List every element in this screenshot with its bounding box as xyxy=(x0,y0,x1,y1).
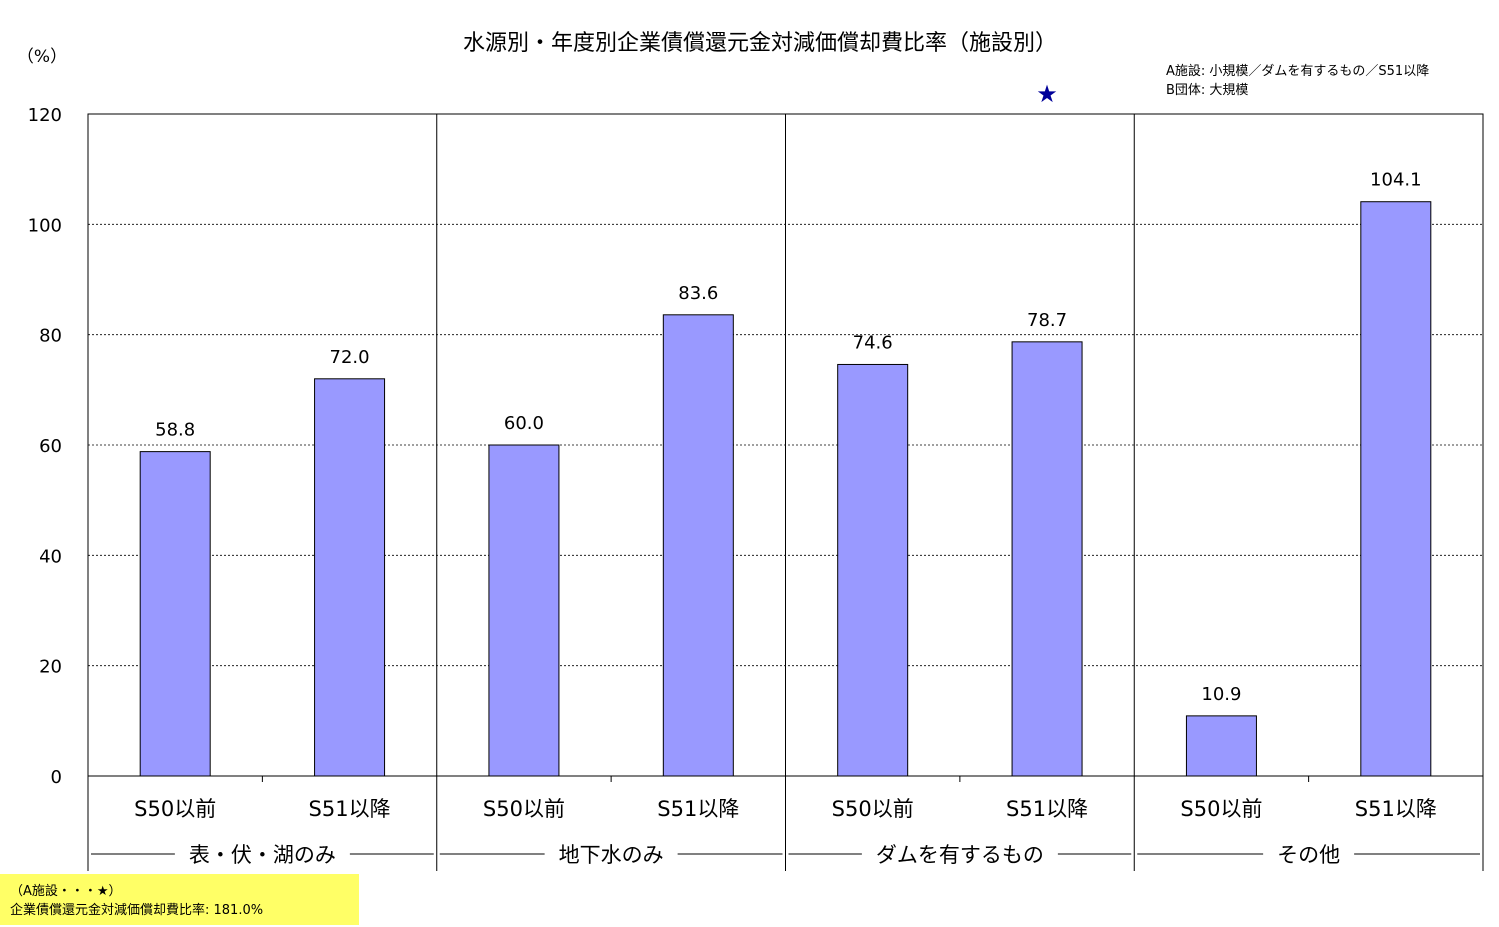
y-tick-label: 80 xyxy=(39,326,62,347)
x-tick-label: S51以降 xyxy=(657,797,739,821)
group-label: その他 xyxy=(1277,843,1340,867)
y-axis-unit-label: （%） xyxy=(17,47,67,67)
annotation-note: （A施設・・・★） 企業債償還元金対減価償却費比率: 181.0% xyxy=(0,874,359,925)
group-label: 地下水のみ xyxy=(559,843,664,867)
labels: 0 20 40 60 80 100 120 58.8 S50以前 72.0 S51以降表・伏・湖のみ… xyxy=(28,80,1437,867)
bar xyxy=(662,314,734,777)
bar xyxy=(1185,715,1257,777)
bar xyxy=(314,378,386,777)
x-tick-label: S50以前 xyxy=(832,797,914,821)
data-label: 60.0 xyxy=(504,413,544,434)
y-tick-label: 100 xyxy=(28,215,62,236)
legend-note-b: B団体: 大規模 xyxy=(1166,83,1248,98)
bar xyxy=(1360,201,1432,777)
y-tick-label: 0 xyxy=(51,767,62,788)
bar xyxy=(837,363,909,777)
chart-title: 水源別・年度別企業債償還元金対減価償却費比率（施設別） xyxy=(463,31,1057,56)
x-tick-label: S51以降 xyxy=(309,797,391,821)
data-label: 83.6 xyxy=(678,283,718,304)
axes xyxy=(87,113,1484,871)
group-label: ダムを有するもの xyxy=(876,843,1044,867)
data-label: 74.6 xyxy=(853,332,893,353)
data-label: 10.9 xyxy=(1201,684,1241,705)
y-tick-label: 120 xyxy=(28,105,62,126)
annotation-note-line1: （A施設・・・★） xyxy=(10,884,122,899)
y-tick-label: 60 xyxy=(39,436,62,457)
x-tick-label: S50以前 xyxy=(1180,797,1262,821)
x-tick-label: S50以前 xyxy=(134,797,216,821)
x-tick-label: S51以降 xyxy=(1355,797,1437,821)
y-tick-label: 20 xyxy=(39,657,62,678)
group-label: 表・伏・湖のみ xyxy=(189,843,336,867)
data-label: 78.7 xyxy=(1027,310,1067,331)
x-tick-label: S51以降 xyxy=(1006,797,1088,821)
y-tick-label: 40 xyxy=(39,546,62,567)
bar xyxy=(139,451,211,777)
data-label: 58.8 xyxy=(155,420,195,441)
bar xyxy=(1011,341,1083,777)
x-tick-label: S50以前 xyxy=(483,797,565,821)
bars xyxy=(139,201,1432,777)
data-label: 72.0 xyxy=(330,347,370,368)
bar xyxy=(488,444,560,777)
annotation-note-line2: 企業債償還元金対減価償却費比率: 181.0% xyxy=(10,903,264,918)
star-marker: ★ xyxy=(1036,80,1058,108)
data-label: 104.1 xyxy=(1370,170,1422,191)
legend-note-a: A施設: 小規模／ダムを有するもの／S51以降 xyxy=(1166,63,1429,79)
